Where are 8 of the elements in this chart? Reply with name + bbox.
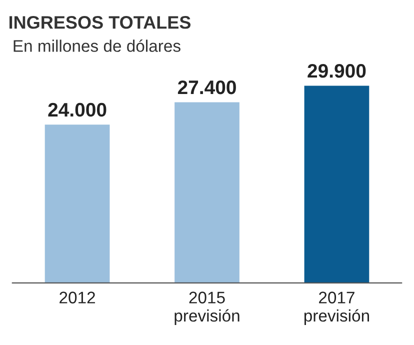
x-tick-label: 2012 xyxy=(60,292,95,304)
data-label: 29.900 xyxy=(308,64,366,78)
data-label: 27.400 xyxy=(178,80,236,94)
x-tick-label: 2015 previsión xyxy=(174,292,240,325)
x-tick-label: 2017 previsión xyxy=(304,292,369,325)
chart-subtitle: En millones de dólares xyxy=(14,39,180,52)
chart-title: INGRESOS TOTALES xyxy=(9,16,191,29)
data-label: 24.000 xyxy=(48,102,106,117)
